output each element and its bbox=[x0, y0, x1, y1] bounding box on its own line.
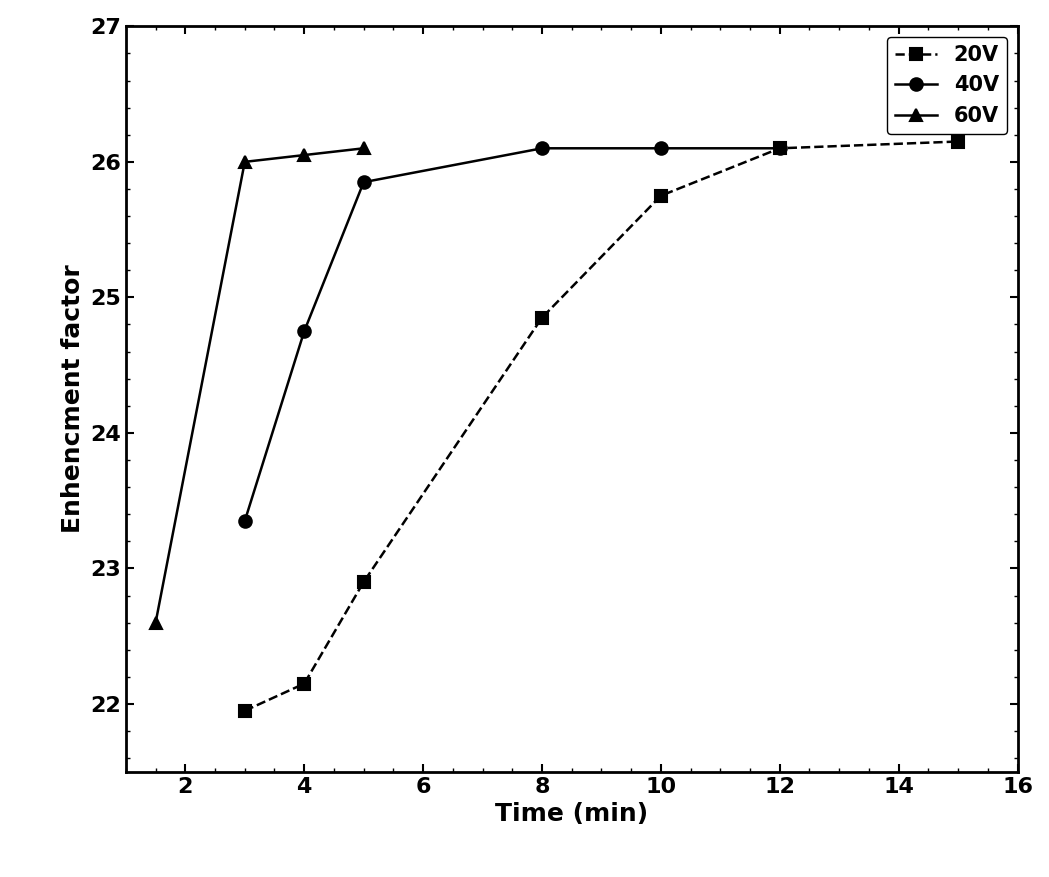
20V bbox=[951, 136, 964, 146]
20V bbox=[238, 705, 251, 716]
20V bbox=[298, 679, 311, 689]
60V bbox=[358, 143, 370, 153]
40V bbox=[655, 143, 667, 153]
60V bbox=[238, 157, 251, 168]
40V bbox=[536, 143, 549, 153]
Line: 40V: 40V bbox=[238, 142, 786, 527]
20V bbox=[655, 190, 667, 201]
40V bbox=[298, 326, 311, 337]
Line: 60V: 60V bbox=[149, 142, 370, 629]
20V bbox=[773, 143, 786, 153]
Line: 20V: 20V bbox=[238, 135, 964, 717]
X-axis label: Time (min): Time (min) bbox=[495, 802, 648, 826]
60V bbox=[298, 150, 311, 160]
40V bbox=[238, 516, 251, 526]
40V bbox=[773, 143, 786, 153]
20V bbox=[536, 312, 549, 323]
60V bbox=[149, 617, 162, 628]
Legend: 20V, 40V, 60V: 20V, 40V, 60V bbox=[887, 37, 1007, 134]
Y-axis label: Enhencment factor: Enhencment factor bbox=[61, 265, 85, 533]
20V bbox=[358, 577, 370, 588]
40V bbox=[358, 177, 370, 188]
